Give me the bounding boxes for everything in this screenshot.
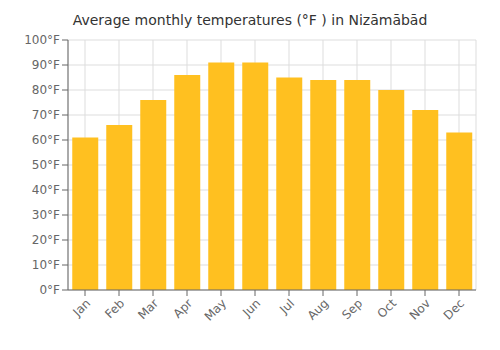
svg-text:Nov: Nov xyxy=(407,296,433,322)
svg-text:Apr: Apr xyxy=(171,296,196,321)
svg-text:10°F: 10°F xyxy=(32,258,60,272)
svg-text:Jun: Jun xyxy=(239,296,263,320)
svg-text:80°F: 80°F xyxy=(32,83,60,97)
svg-text:100°F: 100°F xyxy=(24,33,60,47)
svg-text:Oct: Oct xyxy=(375,296,400,321)
svg-text:20°F: 20°F xyxy=(32,233,60,247)
svg-text:90°F: 90°F xyxy=(32,58,60,72)
svg-text:70°F: 70°F xyxy=(32,108,60,122)
svg-text:Mar: Mar xyxy=(135,296,161,322)
svg-text:Jan: Jan xyxy=(69,296,93,320)
svg-text:Sep: Sep xyxy=(339,296,365,322)
svg-text:60°F: 60°F xyxy=(32,133,60,147)
svg-text:Aug: Aug xyxy=(305,296,331,322)
svg-text:50°F: 50°F xyxy=(32,158,60,172)
svg-text:Dec: Dec xyxy=(441,296,467,322)
html-text:Average monthly temperatures (: Average monthly temperatures (°F ) in Ni… xyxy=(72,12,428,28)
svg-text:0°F: 0°F xyxy=(39,283,60,297)
svg-text:30°F: 30°F xyxy=(32,208,60,222)
svg-text:Feb: Feb xyxy=(102,296,127,321)
svg-text:May: May xyxy=(202,296,229,323)
svg-text:Jul: Jul xyxy=(276,296,297,317)
svg-text:40°F: 40°F xyxy=(32,183,60,197)
